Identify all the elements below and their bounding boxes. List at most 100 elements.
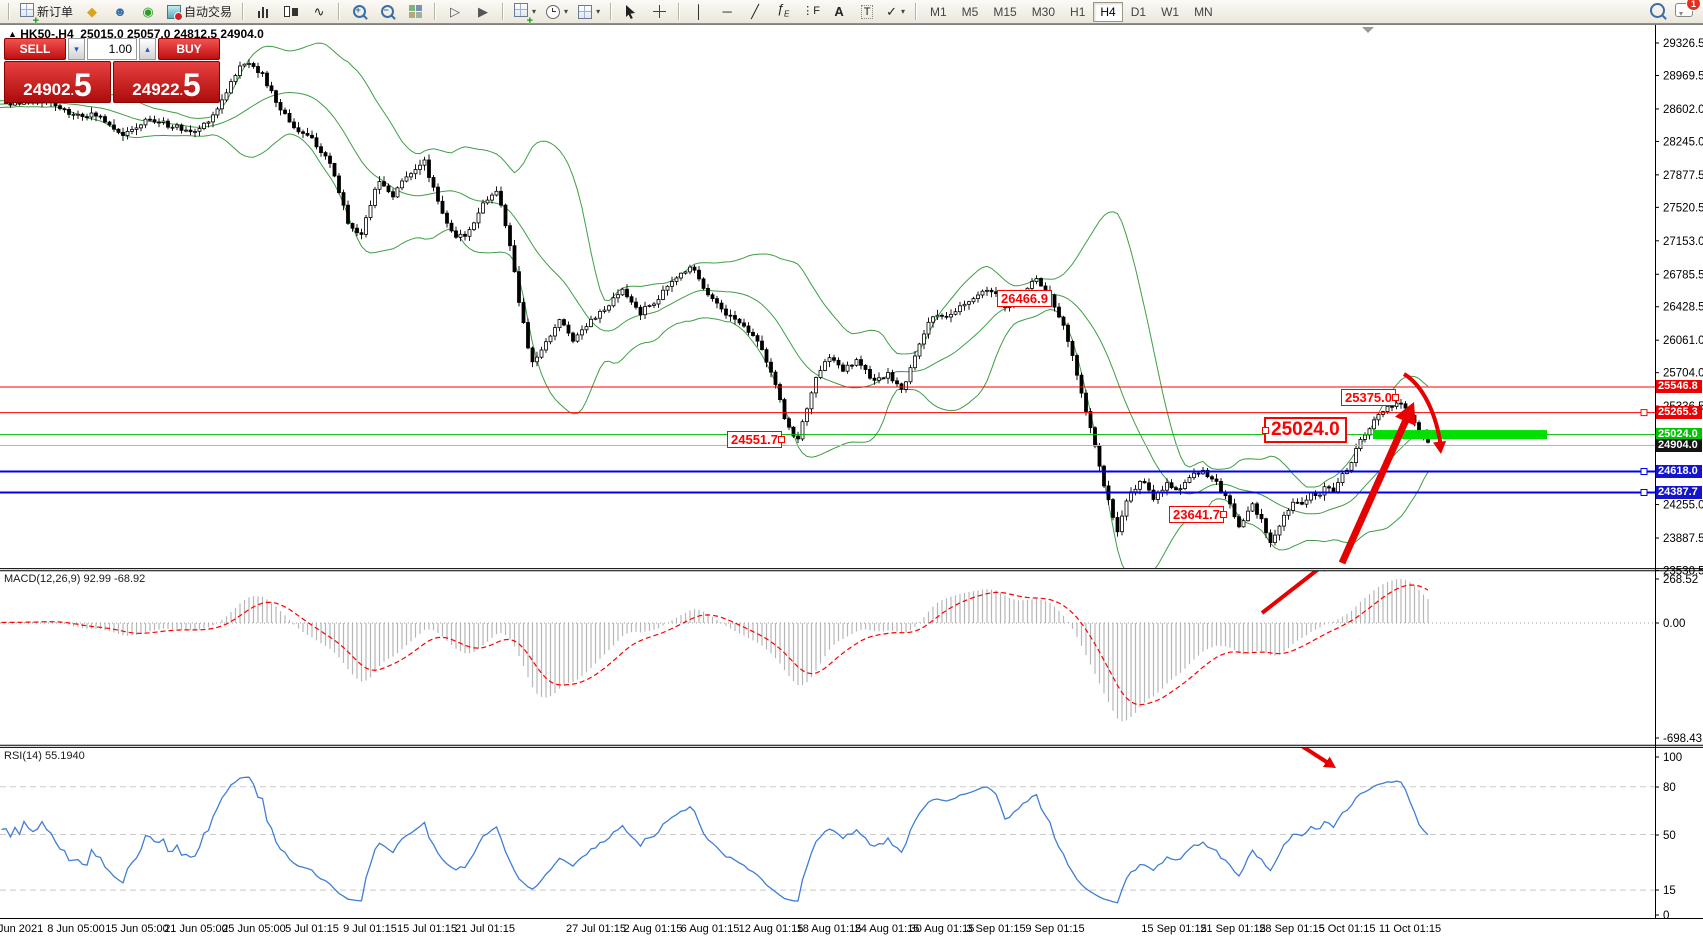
axis-price-badge: 24618.0 xyxy=(1656,465,1702,478)
time-label: 11 Oct 01:15 xyxy=(1378,923,1442,935)
tile-windows-icon[interactable] xyxy=(402,1,428,23)
indicators-add-icon: + xyxy=(514,3,533,27)
ohlc-values: 25015.0 25057.0 24812.5 24904.0 xyxy=(80,27,264,41)
sell-price[interactable]: 24902. 5 xyxy=(4,61,111,103)
chart-canvas[interactable]: 29326.5 28969.5 28602.0 28245.0 27877.5 27520… xyxy=(0,24,1703,940)
svg-text:28602.0: 28602.0 xyxy=(1663,104,1703,116)
search-icon[interactable] xyxy=(1650,2,1665,21)
line-handle xyxy=(1640,488,1648,496)
time-label: 15 Sep 01:15 xyxy=(1141,923,1207,935)
time-label: 6 Aug 01:15 xyxy=(680,923,740,935)
timeframe-m30[interactable]: M30 xyxy=(1025,2,1062,22)
trendline-tool-icon[interactable]: ╱ xyxy=(751,4,759,19)
time-label: 3 Jun 2021 xyxy=(0,923,44,935)
autotrade-icon xyxy=(167,4,184,21)
market-watch-icon[interactable]: ◆ xyxy=(87,4,98,19)
svg-text:50: 50 xyxy=(1663,830,1676,842)
time-label: 3 Sep 01:15 xyxy=(966,923,1026,935)
timeframe-m5[interactable]: M5 xyxy=(955,2,986,22)
timeframe-m15[interactable]: M15 xyxy=(986,2,1023,22)
time-label: 5 Jul 01:15 xyxy=(285,923,339,935)
bollinger-middle xyxy=(0,91,1429,515)
autotrade-button[interactable]: 自动交易 xyxy=(163,2,236,22)
macd-signal-line xyxy=(1,584,1429,706)
price-annotation[interactable]: 25375.0 xyxy=(1341,389,1399,406)
rsi-indicator-label: RSI(14) 55.1940 xyxy=(4,750,85,762)
vertical-line-tool-icon[interactable]: │ xyxy=(695,4,704,19)
buy-button[interactable]: BUY xyxy=(158,38,220,60)
svg-text:23530.5: 23530.5 xyxy=(1663,565,1703,577)
time-label: 18 Aug 01:15 xyxy=(796,923,862,935)
timeframe-group: M1 M5 M15 M30 H1 H4 D1 W1 MN xyxy=(923,1,1220,22)
new-order-icon: + xyxy=(20,3,39,27)
timeframe-h4[interactable]: H4 xyxy=(1093,1,1123,22)
svg-text:26428.5: 26428.5 xyxy=(1663,302,1703,314)
time-label: 27 Jul 01:15 xyxy=(566,923,626,935)
axis-price-badge: 24387.7 xyxy=(1656,485,1702,499)
channel-tool-icon[interactable]: ⋮F xyxy=(802,5,820,17)
time-label: 9 Jul 01:15 xyxy=(343,923,397,935)
indicators-dropdown-button[interactable]: + ▾ xyxy=(510,2,540,27)
autotrade-label: 自动交易 xyxy=(184,5,233,19)
buy-price[interactable]: 24922. 5 xyxy=(113,61,220,103)
sell-button[interactable]: SELL xyxy=(4,38,66,60)
timeframe-m1[interactable]: M1 xyxy=(923,2,954,22)
volume-input[interactable] xyxy=(87,38,137,60)
volume-decrease-button[interactable]: ▾ xyxy=(68,38,85,60)
text-tool-icon[interactable]: A xyxy=(834,4,844,19)
toolbar-separator xyxy=(434,3,437,20)
bar-chart-icon[interactable] xyxy=(250,1,276,23)
drawn-arrow xyxy=(1338,409,1414,565)
svg-text:27520.5: 27520.5 xyxy=(1663,202,1703,214)
line-chart-icon[interactable]: ∿ xyxy=(313,4,325,19)
svg-text:-698.43: -698.43 xyxy=(1663,733,1702,745)
template-dropdown-button[interactable]: ▾ xyxy=(574,2,604,22)
svg-text:27153.0: 27153.0 xyxy=(1663,236,1703,248)
profile-icon[interactable]: ☻ xyxy=(113,4,127,19)
timeframe-d1[interactable]: D1 xyxy=(1124,2,1153,22)
fibonacci-tool-icon[interactable]: ƒE xyxy=(776,1,790,19)
zoom-out-icon[interactable]: − xyxy=(374,1,400,23)
text-label-tool-icon[interactable]: T xyxy=(854,1,880,23)
volume-increase-button[interactable]: ▴ xyxy=(139,38,156,60)
symbol-name: HK50-,H4 xyxy=(20,27,74,41)
timeframe-mn[interactable]: MN xyxy=(1187,2,1220,22)
periods-dropdown-button[interactable]: ▾ xyxy=(542,2,572,22)
time-label: 5 Oct 01:15 xyxy=(1318,923,1376,935)
cascade-windows-icon[interactable]: ▶ xyxy=(478,4,489,19)
chevron-down-icon: ▾ xyxy=(564,7,569,16)
chat-icon[interactable]: 1 xyxy=(1675,0,1701,20)
horizontal-line-tool-icon[interactable]: ─ xyxy=(722,4,732,19)
auto-arrange-icon[interactable]: ▷ xyxy=(450,4,461,19)
main-toolbar: + 新订单 ◆ ☻ ◉ 自动交易 ∿ + − ▷ ▶ + ▾ ▾ ▾ │ ─ ╱… xyxy=(0,0,1703,27)
new-order-label: 新订单 xyxy=(37,5,74,19)
toolbar-separator xyxy=(915,3,917,20)
svg-text:15: 15 xyxy=(1663,885,1676,897)
shapes-dropdown-icon[interactable]: ✓ ▾ xyxy=(886,4,905,19)
price-annotation[interactable]: 24551.7 xyxy=(727,431,785,448)
zoom-in-icon[interactable]: + xyxy=(346,1,372,23)
timeframe-h1[interactable]: H1 xyxy=(1063,2,1092,22)
svg-text:29326.5: 29326.5 xyxy=(1663,38,1703,50)
chevron-down-icon: ▾ xyxy=(596,7,601,16)
new-order-button[interactable]: + 新订单 xyxy=(16,2,77,27)
crosshair-icon[interactable] xyxy=(646,1,672,23)
price-annotation[interactable]: 25024.0 xyxy=(1262,417,1347,443)
macd-indicator-label: MACD(12,26,9) 92.99 -68.92 xyxy=(4,573,146,585)
svg-text:25704.0: 25704.0 xyxy=(1663,368,1703,380)
svg-text:0.00: 0.00 xyxy=(1663,618,1685,630)
cursor-icon[interactable] xyxy=(618,1,644,23)
candle-chart-icon[interactable] xyxy=(278,1,304,23)
symbol-dropdown-icon: ▲ xyxy=(8,29,17,39)
chevron-down-icon: ▾ xyxy=(532,7,537,16)
price-annotation[interactable]: 26466.9 xyxy=(997,290,1052,307)
time-label: 15 Jul 01:15 xyxy=(397,923,457,935)
signal-icon[interactable]: ◉ xyxy=(142,4,154,19)
svg-text:26785.5: 26785.5 xyxy=(1663,269,1703,281)
price-annotation[interactable]: 23641.7 xyxy=(1169,506,1227,523)
axis-price-badge: 25024.0 xyxy=(1656,428,1702,442)
timeframe-w1[interactable]: W1 xyxy=(1154,2,1186,22)
time-label: 28 Sep 01:15 xyxy=(1259,923,1325,935)
time-label: 25 Jun 05:00 xyxy=(222,923,286,935)
